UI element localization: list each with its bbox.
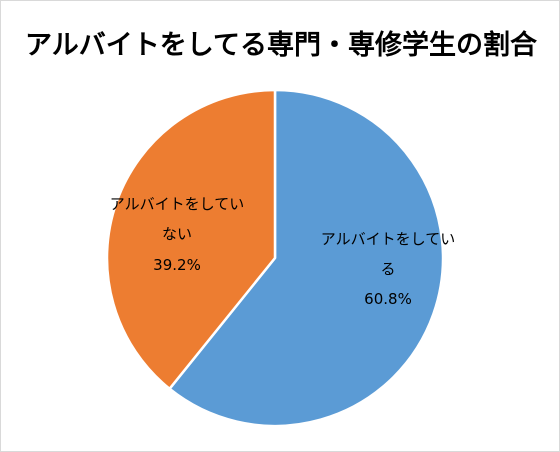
- slice-label-not-working-line1: アルバイトをしてい: [110, 195, 244, 213]
- slice-label-working-line2: る: [380, 260, 395, 278]
- pie-labels: アルバイトをしてい る 60.8% アルバイトをしてい ない 39.2%: [110, 195, 455, 308]
- slice-value-working: 60.8%: [364, 290, 412, 308]
- pie-slice-not-working: [105, 88, 277, 391]
- chart-title: アルバイトをしてる専門・専修学生の割合: [25, 30, 537, 61]
- pie-slices: [105, 88, 445, 428]
- pie-slice-working: [168, 88, 445, 428]
- slice-label-not-working-line2: ない: [162, 225, 192, 243]
- slice-value-not-working: 39.2%: [153, 256, 201, 274]
- slice-label-working-line1: アルバイトをしてい: [321, 230, 455, 248]
